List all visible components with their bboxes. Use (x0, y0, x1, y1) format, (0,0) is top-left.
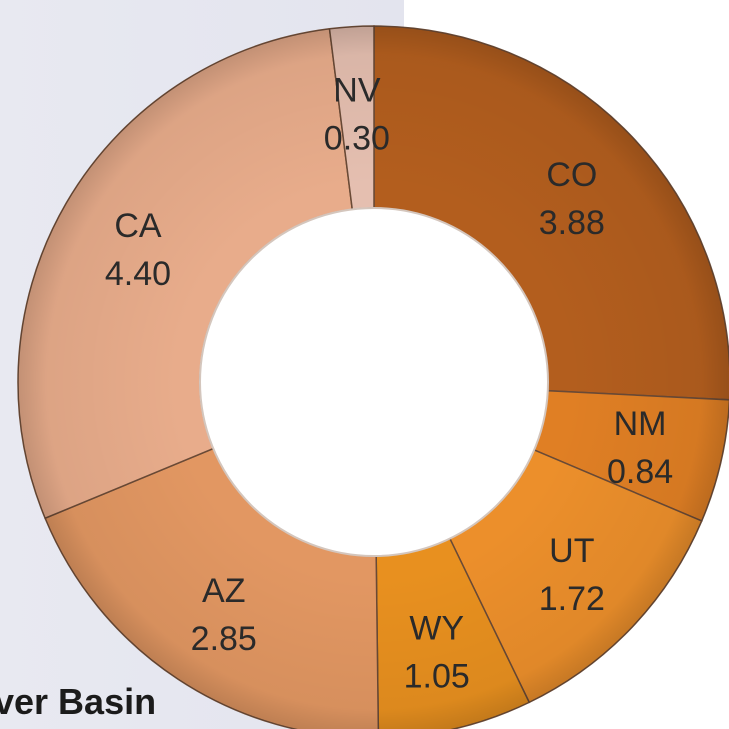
slice-label-az: AZ (202, 572, 245, 610)
slice-value-ca: 4.40 (105, 255, 171, 293)
slice-value-nv: 0.30 (324, 120, 390, 158)
slice-label-nv: NV (333, 72, 381, 110)
donut-hole (199, 207, 549, 557)
slice-labels: CO 3.88 NM 0.84 UT 1.72 WY 1.05 AZ 2.85 CA 4.40 NV 0.… (105, 72, 673, 696)
slice-value-nm: 0.84 (607, 453, 673, 491)
slice-label-wy: WY (409, 610, 464, 648)
slice-label-co: CO (546, 156, 597, 194)
slice-value-az: 2.85 (191, 620, 257, 658)
slice-label-ut: UT (549, 532, 594, 570)
slice-label-ca: CA (114, 207, 162, 245)
slice-label-nm: NM (614, 405, 667, 443)
slice-value-ut: 1.72 (539, 580, 605, 618)
slice-value-wy: 1.05 (404, 658, 470, 696)
basin-caption: ver Basin (0, 681, 157, 722)
slice-value-co: 3.88 (539, 204, 605, 242)
